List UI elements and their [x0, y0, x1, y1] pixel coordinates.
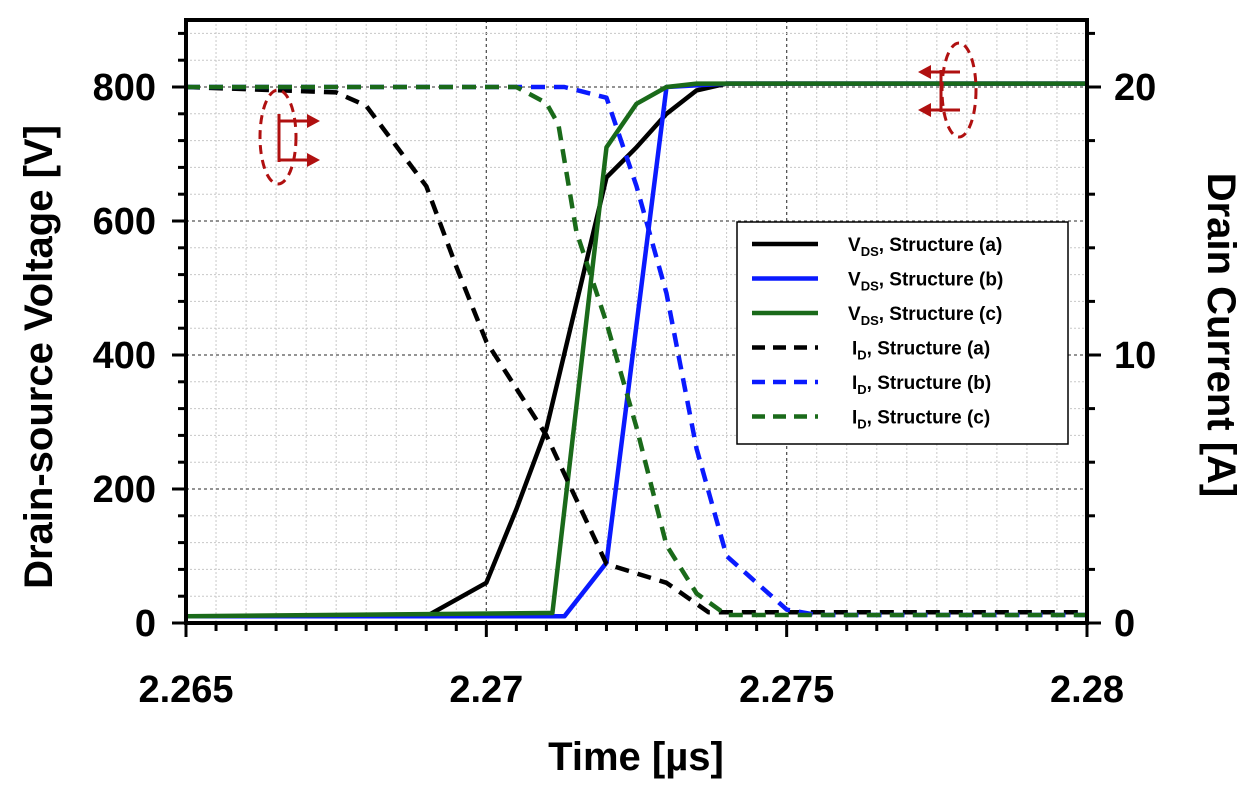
y-left-tick-label: 200: [93, 469, 156, 511]
series-line: [185, 84, 1087, 615]
legend-label: VDS, Structure (c): [848, 304, 1002, 328]
series-line: [186, 84, 1087, 618]
legend-label: ID, Structure (b): [852, 373, 991, 397]
annotation-ellipse: [258, 88, 298, 186]
x-tick-label: 2.275: [739, 669, 834, 711]
legend-label: ID, Structure (c): [852, 408, 990, 432]
series-line: [186, 81, 1087, 619]
legend-label: ID, Structure (a): [852, 339, 990, 363]
legend-label: VDS, Structure (b): [848, 270, 1003, 294]
y-left-tick-label: 400: [93, 335, 156, 377]
y-axis-right-title: Drain Current [A]: [1199, 173, 1243, 497]
annotation-arrowhead: [307, 114, 320, 128]
tick-labels: 2.265 2.27 2.275 2.28 0 200 400 600 800 0 10 20: [93, 67, 1157, 711]
annotations: [258, 41, 978, 186]
legend-label: VDS, Structure (a): [848, 235, 1002, 259]
y-right-tick-label: 10: [1114, 335, 1156, 377]
y-right-tick-label: 0: [1114, 603, 1135, 645]
series-layer: [185, 81, 1087, 619]
y-left-tick-label: 0: [135, 603, 156, 645]
y-right-tick-label: 20: [1114, 67, 1156, 109]
ticks: [172, 31, 1101, 637]
legend: VDS, Structure (a) VDS, Structure (b) VDS,…: [736, 221, 1069, 445]
annotation-arrowhead: [307, 153, 320, 167]
x-axis-title: Time [µs]: [548, 735, 724, 779]
series-line: [186, 84, 1087, 618]
series-line: [185, 81, 1087, 619]
y-left-tick-label: 800: [93, 67, 156, 109]
annotation-arrowhead: [918, 65, 931, 79]
x-tick-label: 2.265: [138, 669, 233, 711]
annotation-ellipse: [940, 41, 978, 139]
x-tick-label: 2.28: [1050, 669, 1124, 711]
y-axis-left-title: Drain-source Voltage [V]: [17, 125, 61, 589]
legend-box: [736, 221, 1069, 445]
annotation-arrowhead: [918, 103, 931, 117]
y-left-tick-label: 600: [93, 201, 156, 243]
x-tick-label: 2.27: [449, 669, 523, 711]
